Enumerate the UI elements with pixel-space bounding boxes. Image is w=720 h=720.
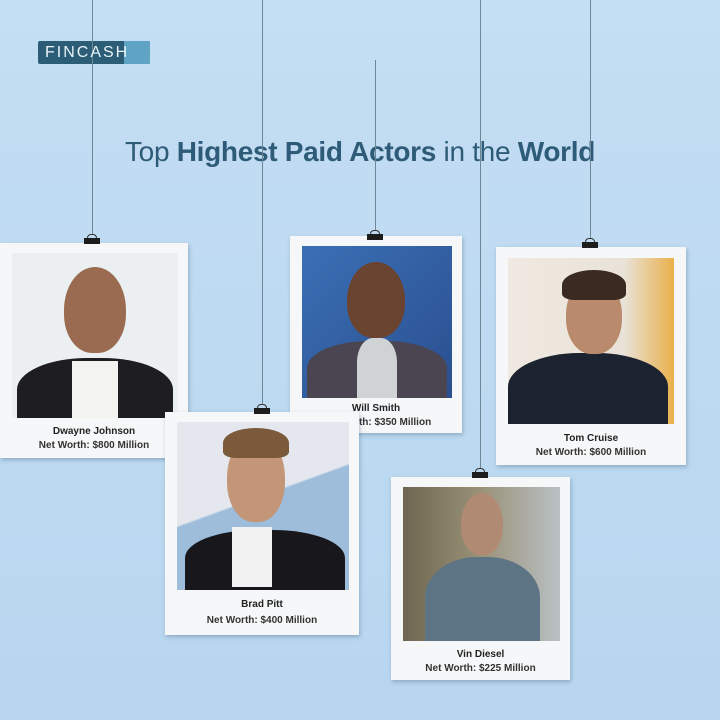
actor-net-worth: Net Worth: $600 Million: [535, 447, 647, 458]
hanging-string: [590, 0, 591, 238]
actor-photo: [302, 246, 452, 398]
actor-net-worth: Net Worth: $800 Million: [38, 440, 150, 451]
actor-photo: [403, 487, 560, 641]
actor-card: Tom Cruise Net Worth: $600 Million: [496, 247, 686, 465]
actor-net-worth: Net Worth: $225 Million: [425, 663, 536, 674]
actor-card: Brad Pitt Net Worth: $400 Million: [165, 412, 359, 635]
fincash-logo: FINCASH: [38, 41, 150, 64]
hanging-string: [262, 0, 263, 404]
actor-name: Dwayne Johnson: [52, 426, 136, 437]
page-title: Top Highest Paid Actors in the World: [0, 136, 720, 168]
actor-card: Will Smith Net Worth: $350 Million: [290, 236, 462, 433]
actor-name: Vin Diesel: [456, 649, 505, 660]
title-part: Highest Paid Actors: [176, 136, 437, 167]
hanging-string: [480, 0, 481, 468]
title-part: Top: [124, 136, 177, 167]
title-part: World: [517, 136, 596, 167]
binder-clip-icon: [472, 468, 488, 478]
actor-name: Tom Cruise: [563, 433, 619, 444]
actor-card: Dwayne Johnson Net Worth: $800 Million: [0, 243, 188, 458]
actor-photo: [177, 422, 349, 590]
binder-clip-icon: [254, 404, 270, 414]
title-part: in the: [436, 136, 518, 167]
actor-name: Brad Pitt: [241, 599, 283, 610]
actor-photo: [12, 253, 178, 418]
hanging-string: [92, 0, 93, 234]
actor-net-worth: Net Worth: $350 Million: [320, 417, 432, 428]
hanging-string: [375, 60, 376, 230]
binder-clip-icon: [84, 234, 100, 244]
binder-clip-icon: [582, 238, 598, 248]
actor-photo: [508, 258, 674, 424]
binder-clip-icon: [367, 230, 383, 240]
actor-name: Will Smith: [351, 403, 401, 414]
actor-card: Vin Diesel Net Worth: $225 Million: [391, 477, 570, 680]
logo-text: FINCASH: [45, 44, 130, 61]
actor-net-worth: Net Worth: $400 Million: [206, 615, 318, 626]
